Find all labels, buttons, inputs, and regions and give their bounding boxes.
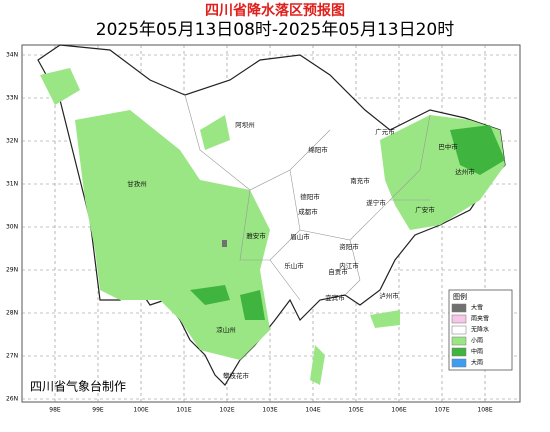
city-label: 泸州市: [379, 291, 399, 300]
lon-label: 106E: [391, 407, 406, 414]
lon-label: 101E: [176, 407, 191, 414]
legend-label: 小雨: [471, 337, 483, 345]
legend-label: 大雨: [471, 359, 483, 367]
city-label: 资阳市: [339, 242, 359, 251]
city-label: 阿坝州: [235, 120, 255, 129]
lon-label: 99E: [92, 407, 104, 414]
city-label: 达州市: [455, 167, 475, 176]
city-label: 南充市: [350, 176, 370, 185]
city-label: 眉山市: [290, 232, 310, 241]
legend-swatch: [451, 325, 467, 335]
legend-swatch: [451, 358, 467, 368]
legend-label: 雨夹雪: [471, 315, 489, 323]
lat-label: 30N: [6, 224, 18, 231]
city-label: 绵阳市: [308, 145, 328, 154]
city-label: 甘孜州: [127, 179, 147, 188]
lon-label: 105E: [348, 407, 363, 414]
legend-swatch: [451, 314, 467, 324]
city-label: 广元市: [375, 127, 395, 136]
city-label: 遂宁市: [366, 198, 386, 207]
city-label: 凉山州: [216, 325, 236, 334]
city-label: 乐山市: [284, 261, 304, 270]
city-label: 雅安市: [246, 231, 266, 240]
lat-label: 31N: [6, 181, 18, 188]
subtitle: 2025年05月13日08时-2025年05月13日20时: [96, 20, 454, 40]
lon-label: 98E: [49, 407, 61, 414]
lat-label: 33N: [6, 95, 18, 102]
lat-label: 26N: [6, 396, 18, 403]
city-label: 宜宾市: [325, 293, 345, 302]
lat-label: 27N: [6, 353, 18, 360]
lon-label: 100E: [133, 407, 148, 414]
lat-label: 32N: [6, 138, 18, 145]
city-label: 成都市: [298, 207, 318, 216]
title: 四川省降水落区预报图: [205, 2, 345, 19]
legend-swatch: [451, 347, 467, 357]
lat-label: 34N: [6, 52, 18, 59]
lon-label: 107E: [434, 407, 449, 414]
legend-label: 中雨: [471, 348, 483, 356]
lon-label: 108E: [477, 407, 492, 414]
lon-label: 104E: [305, 407, 320, 414]
moderate-rain: [190, 125, 505, 320]
city-label: 内江市: [339, 261, 359, 270]
lat-label: 28N: [6, 310, 18, 317]
legend-title: 图例: [453, 292, 467, 301]
lat-label: 29N: [6, 267, 18, 274]
lon-label: 102E: [219, 407, 234, 414]
legend-label: 大雪: [471, 304, 483, 312]
legend-label: 无降水: [471, 326, 489, 334]
footer: 四川省气象台制作: [30, 379, 126, 394]
county-borders: [184, 94, 431, 301]
legend-swatch: [451, 303, 467, 313]
lon-label: 103E: [262, 407, 277, 414]
city-label: 德阳市: [300, 192, 320, 201]
city-label: 自贡市: [328, 267, 348, 276]
city-label: 广安市: [415, 205, 435, 214]
city-label: 巴中市: [438, 142, 458, 151]
legend-swatch: [451, 336, 467, 346]
city-label: 攀枝花市: [223, 371, 250, 380]
snow-patch: [222, 240, 227, 247]
